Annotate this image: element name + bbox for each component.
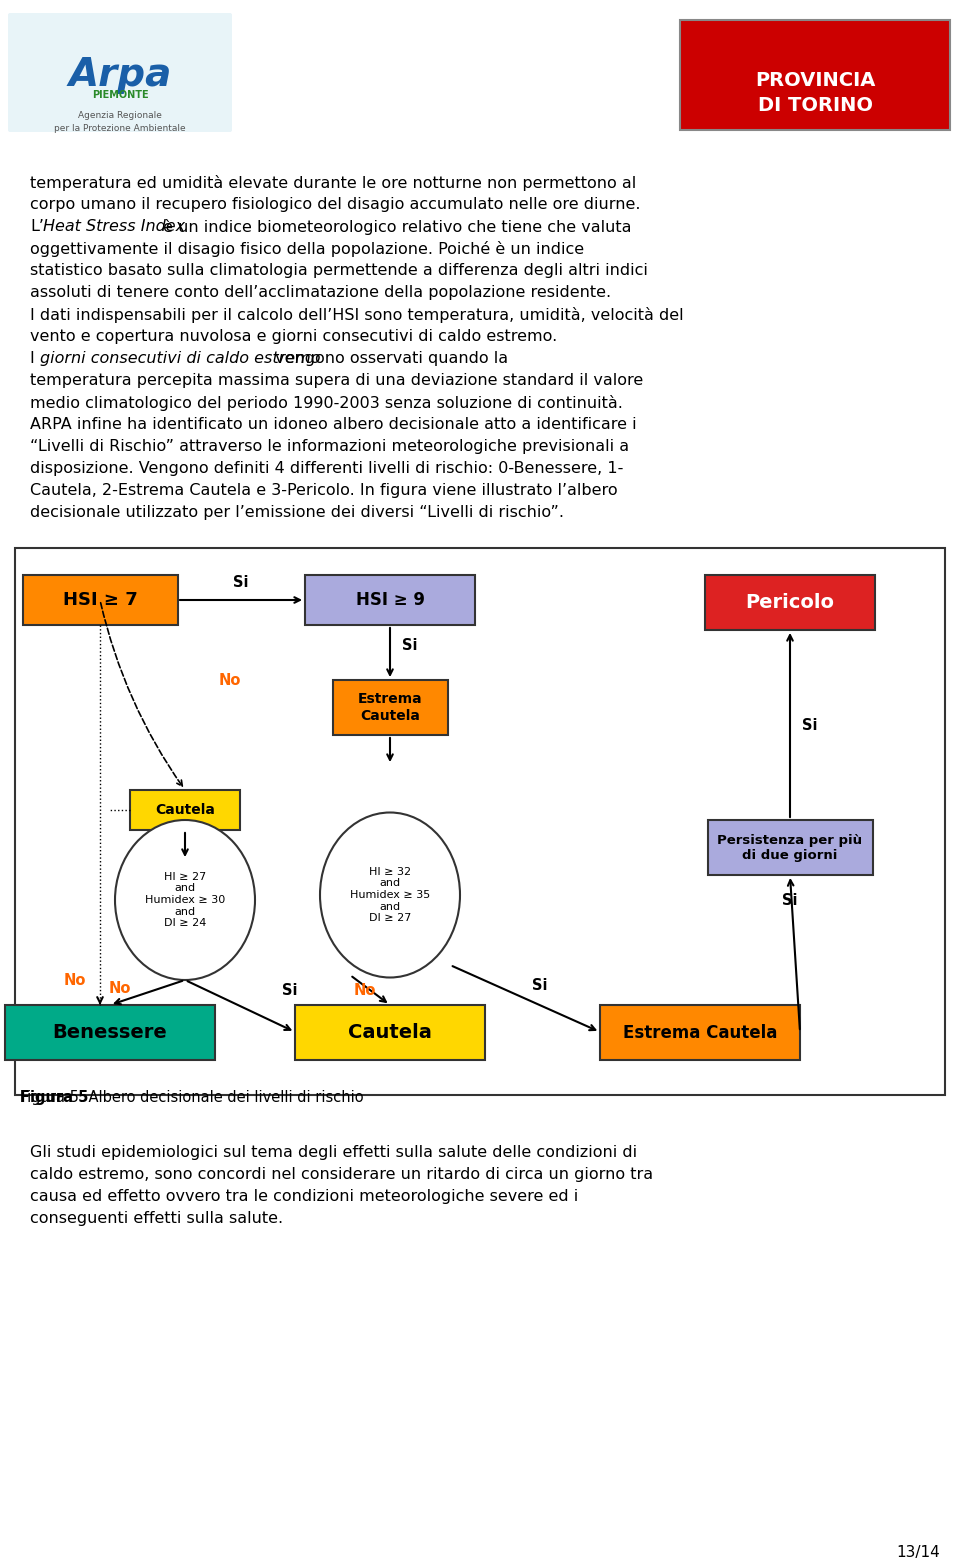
- Text: “Livelli di Rischio” attraverso le informazioni meteorologiche previsionali a: “Livelli di Rischio” attraverso le infor…: [30, 439, 629, 455]
- FancyBboxPatch shape: [708, 820, 873, 875]
- FancyBboxPatch shape: [5, 1005, 215, 1060]
- FancyBboxPatch shape: [305, 575, 475, 626]
- Text: DI TORINO: DI TORINO: [757, 96, 873, 114]
- Text: I: I: [30, 351, 40, 365]
- Text: Benessere: Benessere: [53, 1022, 167, 1043]
- Text: Si: Si: [233, 574, 249, 590]
- Text: statistico basato sulla climatologia permettende a differenza degli altri indici: statistico basato sulla climatologia per…: [30, 263, 648, 278]
- Text: causa ed effetto ovvero tra le condizioni meteorologiche severe ed i: causa ed effetto ovvero tra le condizion…: [30, 1189, 578, 1204]
- Text: decisionale utilizzato per l’emissione dei diversi “Livelli di rischio”.: decisionale utilizzato per l’emissione d…: [30, 505, 564, 521]
- Text: L’: L’: [30, 220, 44, 234]
- Bar: [680, 20, 950, 130]
- Text: No: No: [219, 673, 241, 687]
- FancyBboxPatch shape: [295, 1005, 485, 1060]
- Text: HI ≥ 27
and
Humidex ≥ 30
and
DI ≥ 24: HI ≥ 27 and Humidex ≥ 30 and DI ≥ 24: [145, 872, 226, 928]
- Text: No: No: [108, 980, 132, 996]
- Text: HSI ≥ 9: HSI ≥ 9: [355, 591, 424, 608]
- Text: Si: Si: [532, 977, 548, 993]
- FancyBboxPatch shape: [600, 1005, 800, 1060]
- Text: Arpa: Arpa: [68, 56, 172, 94]
- Text: Cautela: Cautela: [348, 1022, 432, 1043]
- Text: conseguenti effetti sulla salute.: conseguenti effetti sulla salute.: [30, 1210, 283, 1226]
- Text: temperatura percepita massima supera di una deviazione standard il valore: temperatura percepita massima supera di …: [30, 373, 643, 387]
- Text: per la Protezione Ambientale: per la Protezione Ambientale: [54, 124, 186, 133]
- Text: PIEMONTE: PIEMONTE: [92, 89, 148, 100]
- Text: è un indice biometeorologico relativo che tiene che valuta: è un indice biometeorologico relativo ch…: [158, 220, 632, 235]
- Text: vento e copertura nuvolosa e giorni consecutivi di caldo estremo.: vento e copertura nuvolosa e giorni cons…: [30, 329, 557, 343]
- Text: medio climatologico del periodo 1990-2003 senza soluzione di continuità.: medio climatologico del periodo 1990-200…: [30, 395, 623, 411]
- Text: Agenzia Regionale: Agenzia Regionale: [78, 110, 162, 119]
- Text: Cautela, 2-Estrema Cautela e 3-Pericolo. In figura viene illustrato l’albero: Cautela, 2-Estrema Cautela e 3-Pericolo.…: [30, 483, 617, 499]
- Ellipse shape: [115, 820, 255, 980]
- Text: Persistenza per più
di due giorni: Persistenza per più di due giorni: [717, 834, 863, 861]
- Text: I dati indispensabili per il calcolo dell’HSI sono temperatura, umidità, velocit: I dati indispensabili per il calcolo del…: [30, 307, 684, 323]
- Text: Figura 5: Albero decisionale dei livelli di rischio: Figura 5: Albero decisionale dei livelli…: [20, 1090, 364, 1105]
- Text: Si: Si: [282, 983, 298, 997]
- Text: Estrema
Cautela: Estrema Cautela: [358, 693, 422, 723]
- Text: PROVINCIA: PROVINCIA: [755, 71, 876, 89]
- Text: assoluti di tenere conto dell’acclimatazione della popolazione residente.: assoluti di tenere conto dell’acclimataz…: [30, 285, 612, 299]
- Text: disposizione. Vengono definiti 4 differenti livelli di rischio: 0-Benessere, 1-: disposizione. Vengono definiti 4 differe…: [30, 461, 623, 477]
- Text: No: No: [354, 983, 376, 997]
- Text: oggettivamente il disagio fisico della popolazione. Poiché è un indice: oggettivamente il disagio fisico della p…: [30, 241, 584, 257]
- Text: giorni consecutivi di caldo estremo: giorni consecutivi di caldo estremo: [40, 351, 321, 365]
- Text: Heat Stress Index: Heat Stress Index: [43, 220, 185, 234]
- Text: Figura 5: Figura 5: [20, 1090, 88, 1105]
- Text: No: No: [63, 972, 86, 988]
- FancyBboxPatch shape: [130, 790, 240, 829]
- Text: Pericolo: Pericolo: [746, 593, 834, 612]
- Text: Si: Si: [782, 892, 798, 908]
- FancyBboxPatch shape: [22, 575, 178, 626]
- Text: temperatura ed umidità elevate durante le ore notturne non permettono al: temperatura ed umidità elevate durante l…: [30, 176, 636, 191]
- Bar: [680, 20, 950, 130]
- Text: vengono osservati quando la: vengono osservati quando la: [270, 351, 508, 365]
- Text: Estrema Cautela: Estrema Cautela: [623, 1024, 778, 1041]
- Text: Gli studi epidemiologici sul tema degli effetti sulla salute delle condizioni di: Gli studi epidemiologici sul tema degli …: [30, 1145, 637, 1160]
- Text: HSI ≥ 7: HSI ≥ 7: [62, 591, 137, 608]
- FancyBboxPatch shape: [705, 575, 875, 630]
- Text: Cautela: Cautela: [156, 803, 215, 817]
- FancyBboxPatch shape: [332, 681, 447, 735]
- Text: Si: Si: [803, 718, 818, 732]
- Text: HI ≥ 32
and
Humidex ≥ 35
and
DI ≥ 27: HI ≥ 32 and Humidex ≥ 35 and DI ≥ 27: [349, 867, 430, 924]
- Text: Si: Si: [402, 638, 418, 652]
- Text: corpo umano il recupero fisiologico del disagio accumulato nelle ore diurne.: corpo umano il recupero fisiologico del …: [30, 198, 640, 212]
- Text: 13/14: 13/14: [897, 1544, 940, 1560]
- Text: ARPA infine ha identificato un idoneo albero decisionale atto a identificare i: ARPA infine ha identificato un idoneo al…: [30, 417, 636, 433]
- Bar: [15, 547, 945, 1094]
- FancyBboxPatch shape: [8, 13, 232, 132]
- Text: caldo estremo, sono concordi nel considerare un ritardo di circa un giorno tra: caldo estremo, sono concordi nel conside…: [30, 1167, 653, 1182]
- Ellipse shape: [320, 812, 460, 977]
